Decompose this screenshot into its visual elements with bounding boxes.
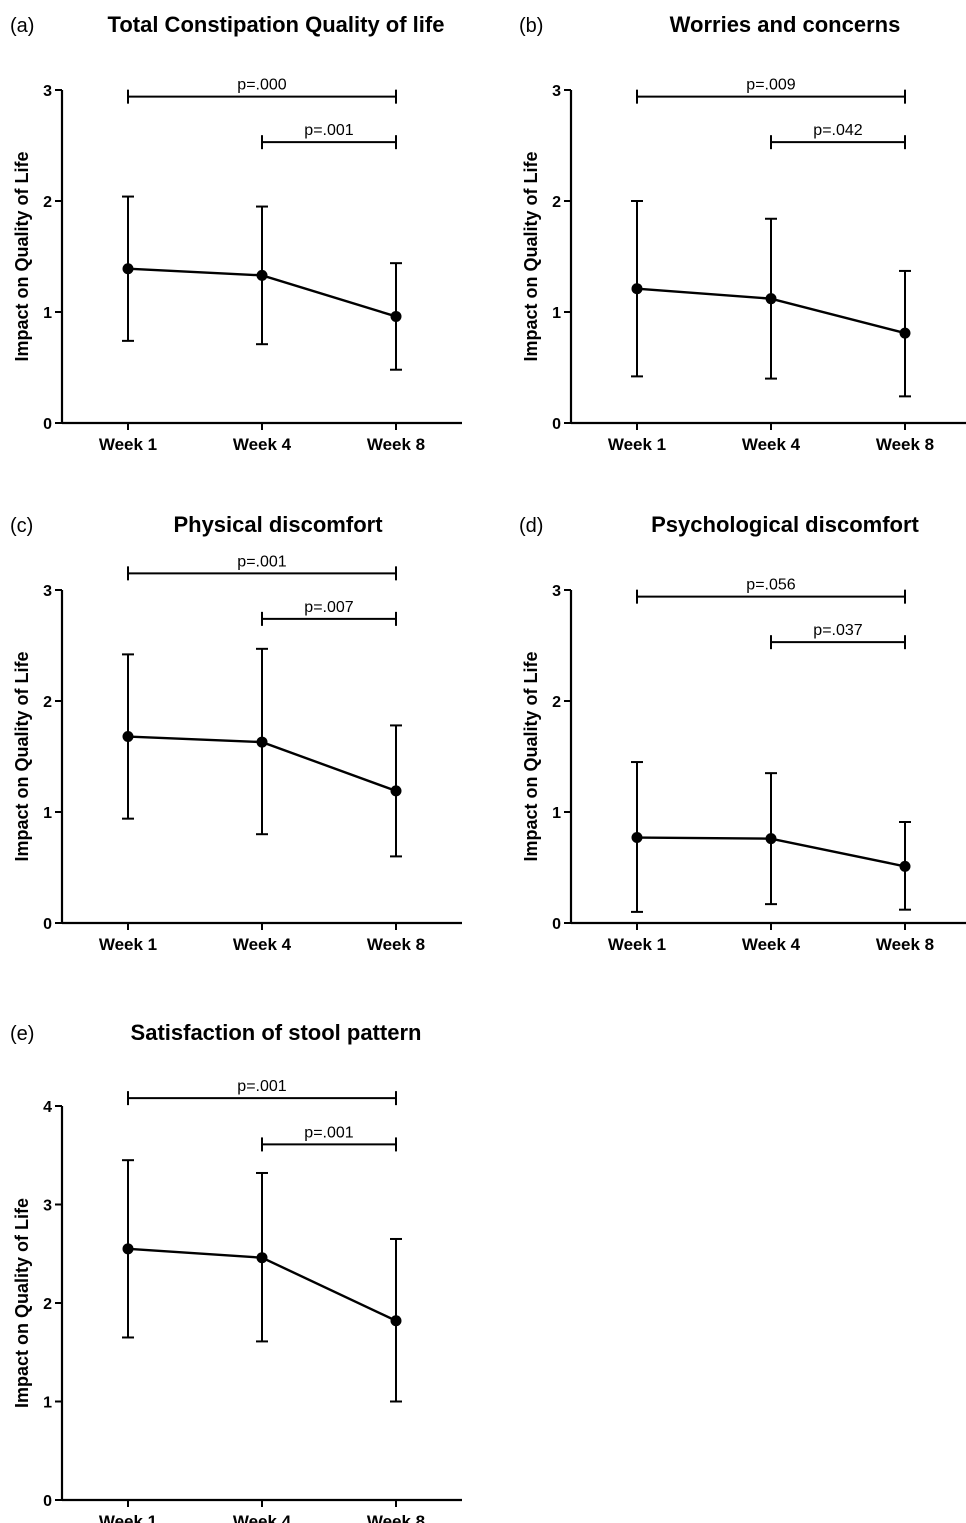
x-tick-label: Week 1 bbox=[99, 435, 157, 454]
y-axis-label: Impact on Quality of Life bbox=[521, 651, 541, 861]
data-point bbox=[631, 832, 643, 844]
x-tick-label: Week 4 bbox=[233, 435, 292, 454]
chart-svg: (b) Worries and concerns Impact on Quality… bbox=[519, 12, 966, 454]
x-tick-label: Week 1 bbox=[99, 935, 157, 954]
p-value-label: p=.000 bbox=[237, 77, 286, 94]
y-tick-label: 2 bbox=[43, 694, 52, 711]
data-point bbox=[899, 327, 911, 339]
y-tick-label: 0 bbox=[43, 916, 52, 933]
y-tick-label: 1 bbox=[43, 305, 52, 322]
y-tick-label: 1 bbox=[552, 805, 561, 822]
y-tick-label: 1 bbox=[43, 805, 52, 822]
x-tick-label: Week 8 bbox=[367, 1512, 425, 1523]
x-tick-label: Week 1 bbox=[99, 1512, 157, 1523]
y-tick-label: 0 bbox=[552, 416, 561, 433]
x-tick-label: Week 4 bbox=[742, 935, 801, 954]
data-point bbox=[256, 736, 268, 748]
data-point bbox=[631, 283, 643, 295]
y-tick-label: 4 bbox=[43, 1099, 52, 1116]
y-tick-label: 0 bbox=[43, 416, 52, 433]
data-point bbox=[122, 1243, 134, 1255]
chart-panel-b: (b) Worries and concerns Impact on Quality… bbox=[509, 0, 966, 500]
data-point bbox=[256, 1252, 268, 1264]
p-value-label: p=.007 bbox=[304, 599, 353, 616]
chart-title: Physical discomfort bbox=[173, 512, 383, 537]
chart-title: Worries and concerns bbox=[670, 12, 901, 37]
x-tick-label: Week 8 bbox=[367, 435, 425, 454]
chart-panel-a: (a) Total Constipation Quality of life Imp… bbox=[0, 0, 483, 500]
y-tick-label: 1 bbox=[43, 1395, 52, 1412]
p-value-label: p=.042 bbox=[813, 122, 862, 139]
y-tick-label: 1 bbox=[552, 305, 561, 322]
data-point bbox=[122, 263, 134, 275]
y-tick-label: 3 bbox=[43, 583, 52, 600]
p-value-label: p=.001 bbox=[304, 1124, 353, 1141]
y-axis-label: Impact on Quality of Life bbox=[12, 1198, 32, 1408]
chart-svg: (e) Satisfaction of stool pattern Impact o… bbox=[10, 1020, 462, 1523]
data-point bbox=[899, 860, 911, 872]
chart-title: Total Constipation Quality of life bbox=[108, 12, 445, 37]
p-value-label: p=.056 bbox=[746, 577, 795, 594]
chart-svg: (c) Physical discomfort Impact on Quality … bbox=[10, 512, 462, 954]
y-axis-label: Impact on Quality of Life bbox=[12, 651, 32, 861]
p-value-label: p=.001 bbox=[237, 1078, 286, 1095]
chart-panel-e: (e) Satisfaction of stool pattern Impact o… bbox=[0, 1008, 483, 1523]
y-tick-label: 2 bbox=[43, 194, 52, 211]
y-tick-label: 3 bbox=[43, 83, 52, 100]
data-point bbox=[390, 1315, 402, 1327]
y-tick-label: 3 bbox=[552, 583, 561, 600]
x-tick-label: Week 4 bbox=[233, 935, 292, 954]
panel-label: (c) bbox=[10, 515, 33, 537]
p-value-label: p=.001 bbox=[304, 122, 353, 139]
y-axis-label: Impact on Quality of Life bbox=[12, 151, 32, 361]
x-tick-label: Week 1 bbox=[608, 935, 666, 954]
x-tick-label: Week 1 bbox=[608, 435, 666, 454]
chart-svg: (d) Psychological discomfort Impact on Qua… bbox=[519, 512, 966, 954]
panel-label: (a) bbox=[10, 15, 34, 37]
x-tick-label: Week 8 bbox=[367, 935, 425, 954]
p-value-label: p=.001 bbox=[237, 553, 286, 570]
panel-label: (b) bbox=[519, 15, 543, 37]
chart-panel-d: (d) Psychological discomfort Impact on Qua… bbox=[509, 500, 966, 1000]
chart-svg: (a) Total Constipation Quality of life Imp… bbox=[10, 12, 462, 454]
chart-panel-c: (c) Physical discomfort Impact on Quality … bbox=[0, 500, 483, 1000]
x-tick-label: Week 4 bbox=[233, 1512, 292, 1523]
y-axis-label: Impact on Quality of Life bbox=[521, 151, 541, 361]
y-tick-label: 3 bbox=[43, 1198, 52, 1215]
x-tick-label: Week 4 bbox=[742, 435, 801, 454]
data-point bbox=[122, 731, 134, 743]
y-tick-label: 0 bbox=[43, 1493, 52, 1510]
y-tick-label: 2 bbox=[552, 694, 561, 711]
panel-label: (d) bbox=[519, 515, 543, 537]
chart-title: Psychological discomfort bbox=[651, 512, 919, 537]
data-point bbox=[390, 310, 402, 322]
x-tick-label: Week 8 bbox=[876, 435, 934, 454]
y-tick-label: 2 bbox=[552, 194, 561, 211]
p-value-label: p=.009 bbox=[746, 77, 795, 94]
x-tick-label: Week 8 bbox=[876, 935, 934, 954]
data-point bbox=[390, 785, 402, 797]
p-value-label: p=.037 bbox=[813, 622, 862, 639]
chart-title: Satisfaction of stool pattern bbox=[131, 1020, 422, 1045]
data-point bbox=[765, 833, 777, 845]
y-tick-label: 3 bbox=[552, 83, 561, 100]
panel-label: (e) bbox=[10, 1023, 34, 1045]
y-tick-label: 2 bbox=[43, 1296, 52, 1313]
y-tick-label: 0 bbox=[552, 916, 561, 933]
data-point bbox=[765, 293, 777, 305]
data-point bbox=[256, 269, 268, 281]
